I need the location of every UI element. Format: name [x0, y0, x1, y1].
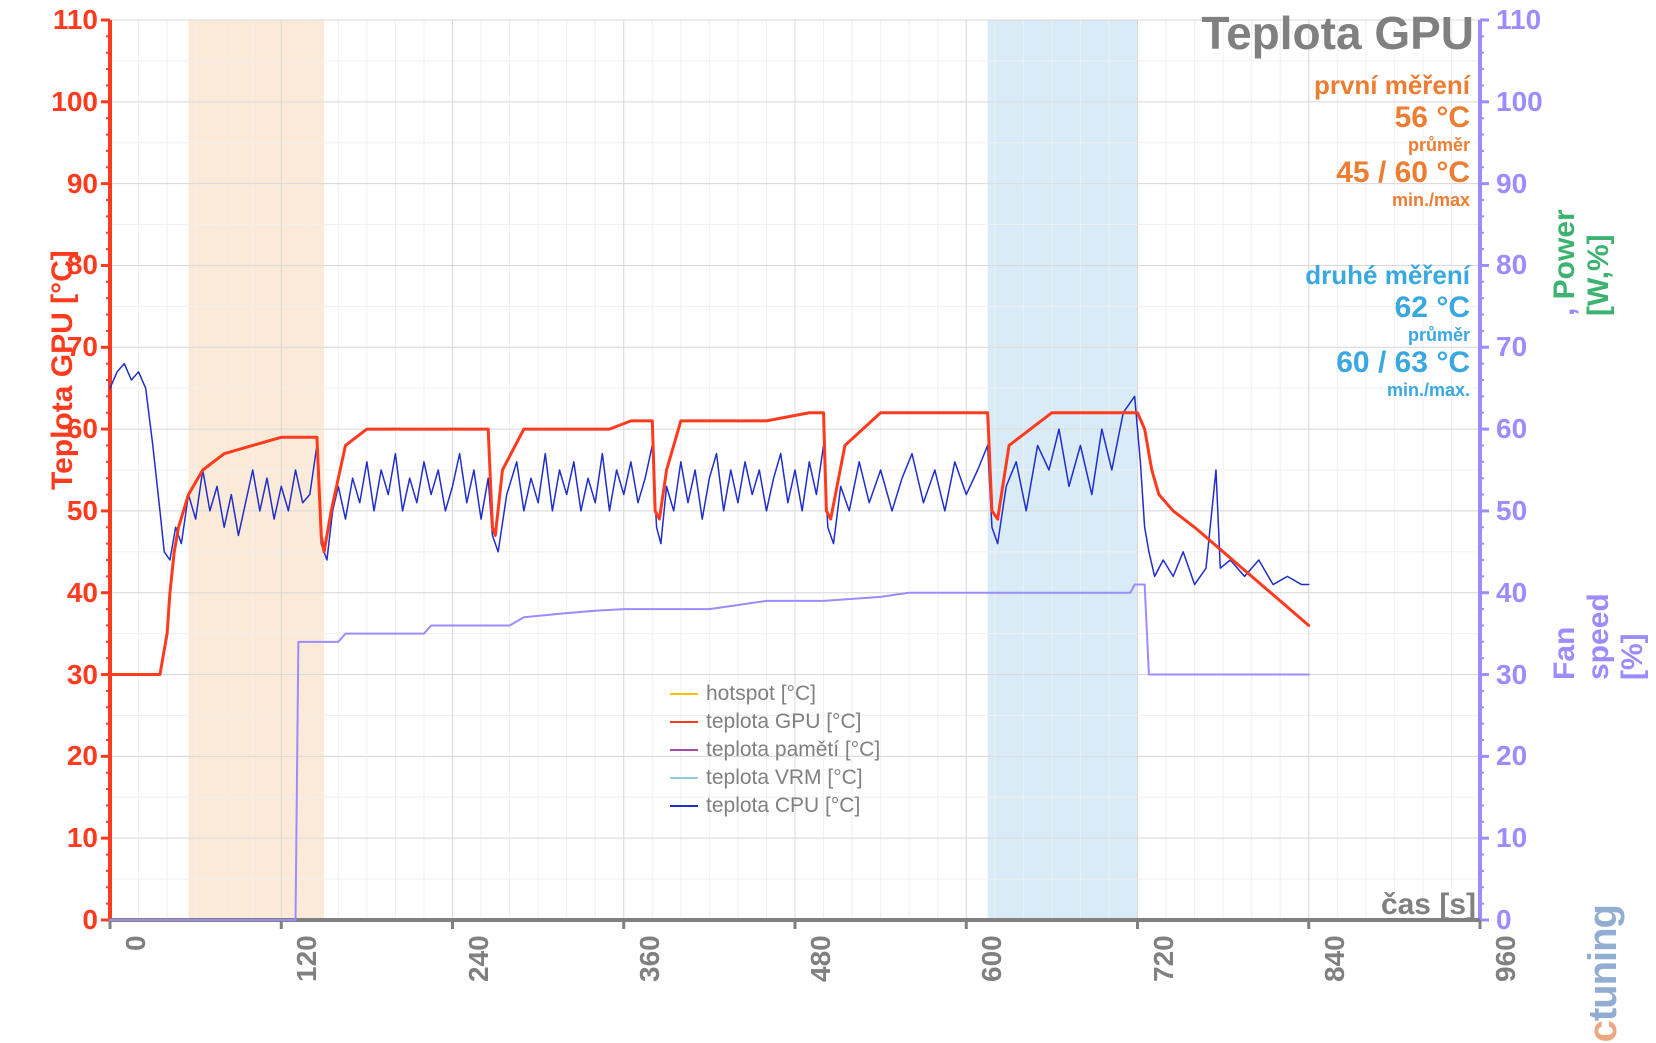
x-axis-title: čas [s]: [1381, 888, 1476, 922]
legend-label: teplota VRM [°C]: [706, 766, 863, 790]
y-right-tick-label: 30: [1496, 659, 1527, 691]
stats1-header: první měření: [1314, 70, 1470, 101]
legend-swatch: [670, 749, 698, 751]
y-left-tick-label: 70: [38, 331, 98, 363]
chart-container: Teplota GPU první měření 56 °C průměr 45…: [0, 0, 1656, 1043]
x-tick-label: 840: [1319, 935, 1351, 982]
y-left-tick-label: 100: [38, 86, 98, 118]
legend-swatch: [670, 777, 698, 779]
y-left-tick-label: 40: [38, 577, 98, 609]
y-right-tick-label: 60: [1496, 413, 1527, 445]
watermark-primary: tuning: [1581, 905, 1625, 1021]
chart-title: Teplota GPU: [1201, 6, 1474, 60]
y-left-tick-label: 60: [38, 413, 98, 445]
y-axis-right-power-prefix: ,: [1548, 299, 1581, 316]
y-right-tick-label: 70: [1496, 331, 1527, 363]
watermark-secondary: pc: [1581, 1021, 1625, 1043]
legend-item: teplota GPU [°C]: [670, 710, 880, 734]
legend-item: teplota VRM [°C]: [670, 766, 880, 790]
stats-block-first: první měření 56 °C průměr 45 / 60 °C min…: [1314, 70, 1470, 211]
chart-title-text: Teplota GPU: [1201, 7, 1474, 59]
y-left-tick-label: 110: [38, 4, 98, 36]
x-tick-label: 240: [463, 935, 495, 982]
stats1-range: 45 / 60 °C: [1314, 156, 1470, 190]
legend-label: hotspot [°C]: [706, 682, 816, 706]
y-left-tick-label: 30: [38, 659, 98, 691]
x-tick-label: 960: [1490, 935, 1522, 982]
y-left-tick-label: 0: [38, 904, 98, 936]
legend-label: teplota pamětí [°C]: [706, 738, 880, 762]
legend: hotspot [°C] teplota GPU [°C] teplota pamě…: [670, 678, 880, 822]
y-right-tick-label: 110: [1496, 4, 1541, 36]
y-right-tick-label: 80: [1496, 249, 1527, 281]
legend-label: teplota GPU [°C]: [706, 710, 861, 734]
y-right-tick-label: 10: [1496, 822, 1527, 854]
stats2-range-sub: min./max.: [1305, 380, 1470, 401]
y-right-tick-label: 0: [1496, 904, 1512, 936]
legend-item: hotspot [°C]: [670, 682, 880, 706]
y-left-tick-label: 90: [38, 168, 98, 200]
y-right-tick-label: 90: [1496, 168, 1527, 200]
stats1-value-sub: průměr: [1314, 135, 1470, 156]
stats2-range: 60 / 63 °C: [1305, 346, 1470, 380]
x-tick-label: 360: [634, 935, 666, 982]
x-tick-label: 120: [291, 935, 323, 982]
y-left-tick-label: 50: [38, 495, 98, 527]
legend-label: teplota CPU [°C]: [706, 794, 860, 818]
y-right-tick-label: 50: [1496, 495, 1527, 527]
x-tick-label: 0: [120, 936, 152, 952]
legend-swatch: [670, 805, 698, 807]
stats-block-second: druhé měření 62 °C průměr 60 / 63 °C min…: [1305, 260, 1470, 401]
legend-swatch: [670, 721, 698, 723]
stats1-range-sub: min./max: [1314, 190, 1470, 211]
stats2-value: 62 °C: [1305, 291, 1470, 325]
y-axis-right-power-title: , Power [W,%]: [1548, 208, 1616, 316]
legend-item: teplota CPU [°C]: [670, 794, 880, 818]
y-axis-left-title: Teplota GPU [°C]: [46, 250, 80, 490]
y-left-tick-label: 10: [38, 822, 98, 854]
y-axis-left-title-text: Teplota GPU [°C]: [46, 250, 79, 490]
x-tick-label: 600: [976, 935, 1008, 982]
y-axis-right-fan-title: Fan speed [%]: [1548, 572, 1650, 680]
stats2-header: druhé měření: [1305, 260, 1470, 291]
stats2-value-sub: průměr: [1305, 325, 1470, 346]
x-axis-title-text: čas [s]: [1381, 888, 1476, 921]
y-axis-right-fan-title-text: Fan speed [%]: [1548, 593, 1649, 680]
y-right-tick-label: 20: [1496, 740, 1527, 772]
legend-swatch: [670, 693, 698, 695]
stats1-value: 56 °C: [1314, 101, 1470, 135]
legend-item: teplota pamětí [°C]: [670, 738, 880, 762]
x-tick-label: 720: [1148, 935, 1180, 982]
y-right-tick-label: 100: [1496, 86, 1543, 118]
x-tick-label: 480: [805, 935, 837, 982]
watermark: pctuning: [1581, 905, 1626, 1043]
y-left-tick-label: 20: [38, 740, 98, 772]
y-left-tick-label: 80: [38, 249, 98, 281]
y-right-tick-label: 40: [1496, 577, 1527, 609]
